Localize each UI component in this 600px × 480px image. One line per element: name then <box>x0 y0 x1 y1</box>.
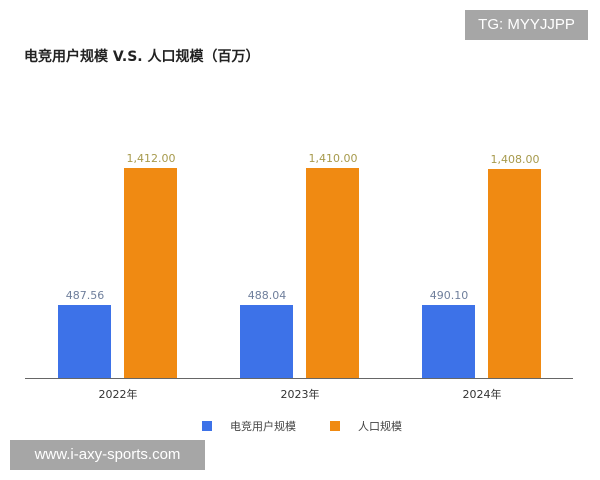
x-tick-label: 2024年 <box>462 388 502 401</box>
bar-population <box>306 168 359 378</box>
legend-swatch-orange-icon <box>330 421 340 431</box>
data-label: 1,410.00 <box>308 152 358 165</box>
bar-esports <box>422 305 475 378</box>
legend-label: 人口规模 <box>358 420 402 433</box>
legend-swatch-blue-icon <box>202 421 212 431</box>
data-label: 1,408.00 <box>490 153 540 166</box>
data-label: 490.10 <box>429 289 469 302</box>
site-watermark: www.i-axy-sports.com <box>10 440 205 470</box>
tg-watermark: TG: MYYJJPP <box>465 10 588 40</box>
chart-title: 电竞用户规模 V.S. 人口规模（百万） <box>24 49 260 65</box>
legend-item-population: 人口规模 <box>330 418 402 434</box>
bar-population <box>488 169 541 378</box>
x-tick-label: 2023年 <box>280 388 320 401</box>
data-label: 1,412.00 <box>126 152 176 165</box>
bar-population <box>124 168 177 378</box>
bar-esports <box>58 305 111 378</box>
legend-item-esports: 电竞用户规模 <box>202 418 296 434</box>
data-label: 487.56 <box>65 289 105 302</box>
x-tick-label: 2022年 <box>98 388 138 401</box>
x-axis <box>25 378 573 379</box>
data-label: 488.04 <box>247 289 287 302</box>
bar-esports <box>240 305 293 378</box>
legend-label: 电竞用户规模 <box>230 420 296 433</box>
